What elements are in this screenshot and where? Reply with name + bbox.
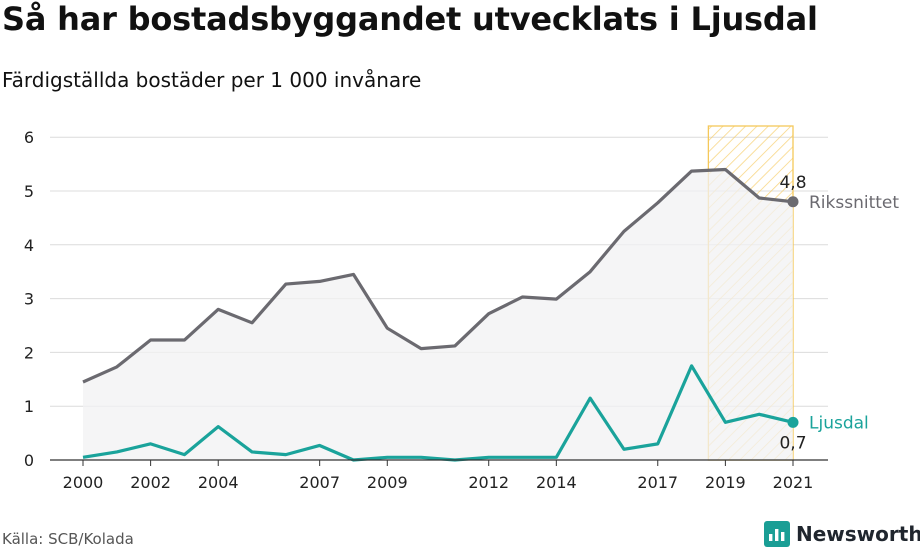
x-tick-label: 2000 (63, 473, 104, 492)
x-tick-label: 2017 (637, 473, 678, 492)
y-tick-label: 6 (24, 128, 34, 147)
end-value-label-rikssnittet: 4,8 (779, 173, 806, 193)
x-tick-label: 2014 (536, 473, 577, 492)
series-label-ljusdal: Ljusdal (809, 413, 869, 433)
brand-name: Newsworthy (796, 522, 920, 546)
y-tick-label: 4 (24, 236, 34, 255)
chart-subtitle: Färdigställda bostäder per 1 000 invånar… (2, 68, 422, 92)
x-tick-label: 2012 (468, 473, 509, 492)
series-line-ljusdal (82, 364, 794, 462)
x-tick-label: 2004 (198, 473, 239, 492)
page-title: Så har bostadsbyggandet utvecklats i Lju… (2, 0, 818, 38)
end-value-label-ljusdal: 0,7 (779, 433, 806, 453)
series-line-rikssnittet (82, 167, 794, 384)
x-tick-label: 2019 (705, 473, 746, 492)
series-endpoint-ljusdal (787, 416, 799, 428)
x-tick-label: 2007 (299, 473, 340, 492)
x-tick-label: 2009 (367, 473, 408, 492)
series-endpoint-rikssnittet (787, 196, 799, 208)
x-tick-label: 2021 (773, 473, 814, 492)
brand: Newsworthy (764, 518, 920, 550)
y-tick-label: 5 (24, 182, 34, 201)
newsworthy-logo-icon (764, 521, 790, 547)
y-tick-label: 2 (24, 343, 34, 362)
y-tick-label: 0 (24, 451, 34, 470)
area-rikssnittet (83, 169, 793, 461)
y-tick-label: 1 (24, 397, 34, 416)
x-tick-label: 2002 (130, 473, 171, 492)
source-note: Källa: SCB/Kolada (2, 530, 134, 548)
y-tick-label: 3 (24, 290, 34, 309)
series-label-rikssnittet: Rikssnittet (809, 193, 899, 213)
